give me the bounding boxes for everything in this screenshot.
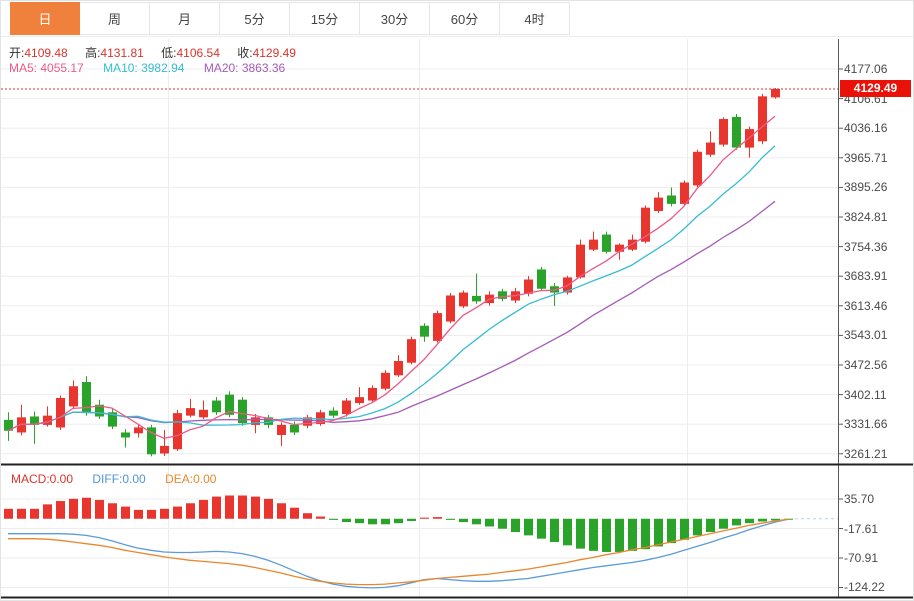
open-label: 开: — [9, 46, 25, 60]
tab-60min[interactable]: 60分 — [430, 2, 500, 35]
tab-30min[interactable]: 30分 — [360, 2, 430, 35]
ma-readout: MA5: 4055.17 MA10: 3982.94 MA20: 3863.36 — [9, 61, 285, 75]
period-toolbar: 日 周 月 5分 15分 30分 60分 4时 — [10, 2, 570, 35]
diff-value: DIFF:0.00 — [92, 472, 146, 486]
price-axis-label: 4177.06 — [844, 62, 888, 76]
ohlc-readout: 开:4109.48 高:4131.81 低:4106.54 收:4129.49 — [9, 44, 296, 61]
macd-axis-label: 35.70 — [844, 492, 875, 506]
close-label: 收: — [237, 46, 253, 60]
tab-week[interactable]: 周 — [80, 2, 150, 35]
price-axis-label: 3824.81 — [844, 210, 888, 224]
low-value: 4106.54 — [176, 46, 220, 60]
macd-axis-label: -124.22 — [844, 580, 885, 595]
macd-value: MACD:0.00 — [11, 472, 74, 486]
tab-15min[interactable]: 15分 — [290, 2, 360, 35]
close-value: 4129.49 — [252, 46, 296, 60]
ma5-value: MA5: 4055.17 — [9, 61, 84, 75]
price-axis-label: 3331.66 — [844, 417, 888, 432]
price-axis-label: 4036.16 — [844, 121, 888, 136]
macd-axis-label: -70.91 — [844, 550, 879, 565]
price-axis-label: 3754.36 — [844, 239, 888, 254]
price-axis-label: 3895.26 — [844, 180, 888, 195]
price-axis-label: 3402.11 — [844, 387, 887, 402]
price-axis-label: 3261.21 — [844, 446, 888, 461]
macd-readout: MACD:0.00 DIFF:0.00 DEA:0.00 — [11, 472, 216, 486]
ma10-value: MA10: 3982.94 — [103, 61, 185, 75]
toolbar-divider — [1, 36, 913, 37]
price-axis-label: 3965.71 — [844, 150, 888, 165]
tab-month[interactable]: 月 — [150, 2, 220, 35]
open-value: 4109.48 — [24, 46, 68, 60]
macd-axis-label: -17.61 — [844, 521, 879, 536]
price-axis-label: 3613.46 — [844, 298, 888, 313]
dea-value: DEA:0.00 — [165, 472, 217, 486]
price-axis-label: 3543.01 — [844, 328, 888, 343]
tab-day[interactable]: 日 — [10, 2, 80, 35]
last-price-badge: 4129.49 — [840, 80, 911, 98]
high-value: 4131.81 — [100, 46, 144, 60]
price-axis-label: 3472.56 — [844, 358, 888, 372]
tab-5min[interactable]: 5分 — [220, 2, 290, 35]
low-label: 低: — [161, 46, 177, 60]
tab-4hour[interactable]: 4时 — [500, 2, 570, 35]
price-axis-label: 3683.91 — [844, 269, 888, 284]
ma20-value: MA20: 3863.36 — [203, 61, 286, 75]
high-label: 高: — [85, 46, 101, 60]
